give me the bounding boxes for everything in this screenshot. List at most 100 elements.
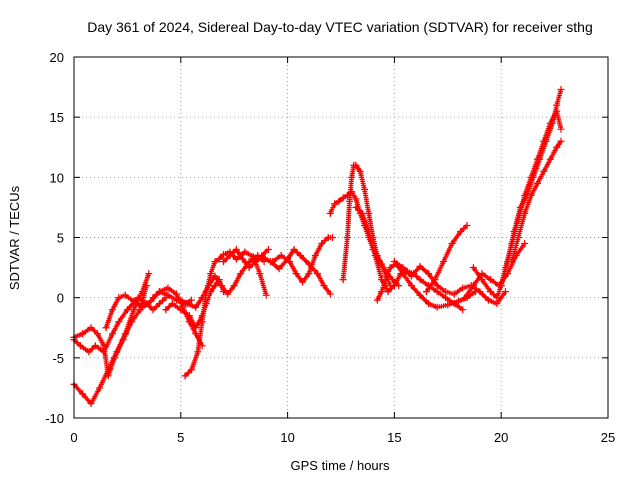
data-point (147, 297, 155, 305)
data-point (399, 264, 407, 272)
data-point (331, 200, 339, 208)
data-point (198, 318, 206, 326)
data-point (510, 227, 518, 235)
data-point (181, 372, 189, 380)
y-axis-label: SDTVAR / TECUs (7, 185, 22, 290)
data-point (155, 300, 163, 308)
data-point (386, 264, 394, 272)
data-point (130, 306, 138, 314)
series-track-5 (149, 284, 206, 350)
data-point (237, 270, 245, 278)
data-point (187, 366, 195, 374)
series-trail (423, 224, 468, 295)
data-point (76, 342, 84, 350)
data-point (79, 330, 87, 338)
data-point (91, 342, 99, 350)
data-point (296, 252, 304, 260)
data-point (557, 125, 565, 133)
data-point (211, 282, 219, 290)
data-point (115, 294, 123, 302)
data-point (149, 294, 157, 302)
data-point (365, 209, 373, 217)
data-point (457, 227, 465, 235)
series-trail (498, 88, 563, 289)
data-point (215, 255, 223, 263)
data-point (390, 258, 398, 266)
data-point (192, 303, 200, 311)
data-point (444, 301, 452, 309)
data-point (442, 288, 450, 296)
data-point (450, 290, 458, 298)
data-point (108, 330, 116, 338)
data-point (226, 252, 234, 260)
data-point (194, 348, 202, 356)
x-axis-label: GPS time / hours (291, 458, 390, 473)
data-point (79, 390, 87, 398)
series-track-14 (352, 203, 467, 314)
data-point (202, 288, 210, 296)
data-point (87, 324, 95, 332)
data-point (448, 240, 456, 248)
data-point (145, 270, 153, 278)
y-tick-label: 10 (50, 170, 64, 185)
series-trail (150, 285, 204, 347)
data-point (220, 258, 228, 266)
data-point (187, 296, 195, 304)
grid (74, 57, 608, 418)
data-point (454, 297, 462, 305)
data-point (305, 270, 313, 278)
data-point (130, 297, 138, 305)
data-point (536, 155, 544, 163)
data-point (521, 240, 529, 248)
data-point (356, 167, 364, 175)
data-point (459, 306, 467, 314)
data-point (461, 294, 469, 302)
data-point (277, 252, 285, 260)
data-point (339, 276, 347, 284)
data-point (514, 234, 522, 241)
series-track-11 (269, 234, 336, 286)
series-track-21 (508, 137, 565, 266)
data-point (185, 312, 193, 320)
series-trail (182, 249, 269, 379)
x-tick-label: 20 (494, 430, 508, 445)
data-point (416, 291, 424, 299)
series-trail (270, 235, 333, 285)
data-point (224, 290, 232, 298)
data-point (384, 288, 392, 296)
data-point (360, 185, 368, 193)
data-point (258, 253, 266, 261)
data-point (416, 276, 424, 284)
series-track-6 (162, 276, 228, 332)
data-point (275, 265, 283, 273)
data-point (292, 270, 300, 278)
data-point (352, 161, 360, 169)
data-point (352, 195, 360, 203)
data-point (155, 288, 163, 296)
series-track-18 (461, 240, 529, 302)
data-point (378, 288, 386, 296)
data-point (177, 306, 185, 314)
data-point (328, 234, 336, 241)
data-point (546, 155, 554, 163)
y-tick-label: 20 (50, 50, 64, 65)
data-point (527, 191, 535, 199)
data-point (264, 246, 272, 254)
data-point (493, 294, 501, 302)
data-point (553, 143, 561, 151)
data-point (484, 296, 492, 304)
data-point (138, 303, 146, 311)
data-point (557, 85, 565, 93)
series-track-20 (497, 85, 565, 290)
data-point (262, 291, 270, 299)
data-point (115, 318, 123, 326)
data-point (493, 300, 501, 308)
data-point (348, 173, 356, 181)
data-point (168, 300, 176, 308)
data-point (286, 258, 294, 266)
data-point (164, 284, 172, 292)
data-point (487, 276, 495, 284)
data-point (183, 300, 191, 308)
data-point (241, 248, 249, 256)
data-point (119, 336, 127, 344)
